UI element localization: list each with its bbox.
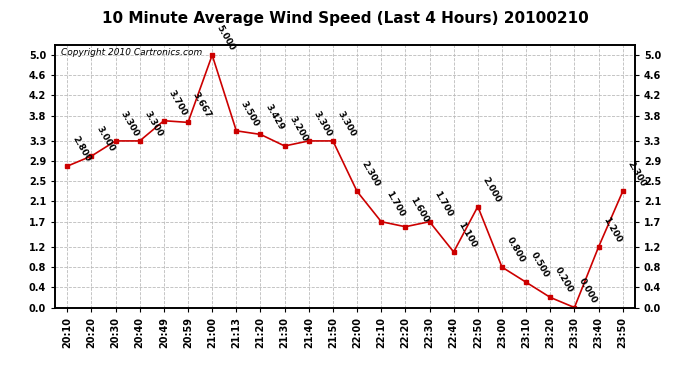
Text: 3.300: 3.300 (312, 109, 333, 138)
Text: 1.700: 1.700 (433, 190, 454, 219)
Text: 2.300: 2.300 (360, 160, 382, 189)
Text: 3.500: 3.500 (239, 99, 261, 128)
Text: 2.300: 2.300 (626, 160, 647, 189)
Text: 3.200: 3.200 (288, 114, 309, 143)
Text: 1.600: 1.600 (408, 195, 430, 224)
Text: 5.000: 5.000 (215, 24, 237, 52)
Text: 10 Minute Average Wind Speed (Last 4 Hours) 20100210: 10 Minute Average Wind Speed (Last 4 Hou… (101, 11, 589, 26)
Text: 3.300: 3.300 (336, 109, 357, 138)
Text: 1.200: 1.200 (602, 215, 623, 244)
Text: 3.700: 3.700 (167, 89, 188, 118)
Text: 3.000: 3.000 (95, 124, 116, 153)
Text: 0.200: 0.200 (553, 266, 575, 295)
Text: Copyright 2010 Cartronics.com: Copyright 2010 Cartronics.com (61, 48, 202, 57)
Text: 0.800: 0.800 (505, 236, 526, 264)
Text: 2.800: 2.800 (70, 135, 92, 164)
Text: 3.300: 3.300 (143, 109, 164, 138)
Text: 0.000: 0.000 (578, 276, 599, 305)
Text: 3.667: 3.667 (191, 90, 213, 120)
Text: 1.100: 1.100 (457, 220, 478, 249)
Text: 1.700: 1.700 (384, 190, 406, 219)
Text: 3.429: 3.429 (264, 102, 286, 132)
Text: 3.300: 3.300 (119, 109, 140, 138)
Text: 0.500: 0.500 (529, 251, 551, 279)
Text: 2.000: 2.000 (481, 175, 502, 204)
